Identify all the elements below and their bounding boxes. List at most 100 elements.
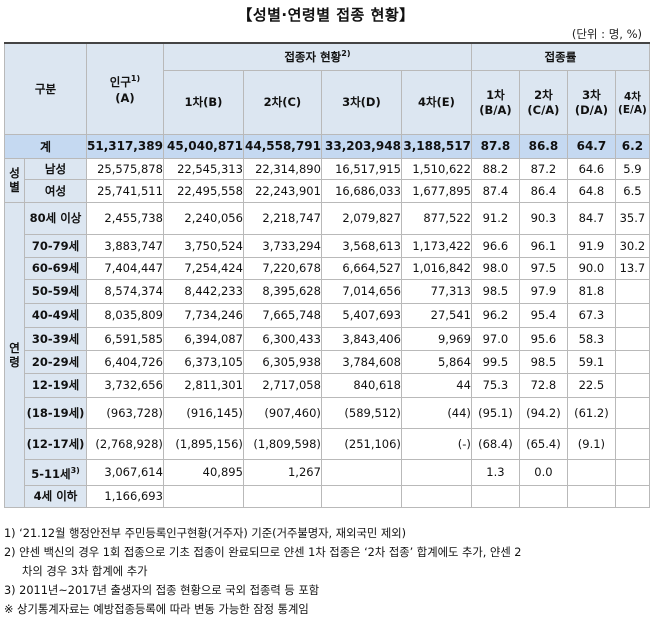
cell-rate1: 99.5 (470, 349, 520, 374)
table-row: 연 령 80세 이상 2,455,738 2,240,056 2,218,747 2,079… (4, 201, 650, 508)
cell-rate3: 64.6 (566, 157, 616, 180)
page-title: 【성별·연령별 접종 현황】 (237, 6, 415, 24)
cell-rate3: 22.5 (566, 372, 616, 398)
cell-rate4 (614, 372, 650, 398)
cell-rate4: 35.7 (614, 201, 650, 235)
cell-rate1: 96.6 (470, 233, 520, 258)
cell-dose1: 22,495,558 (162, 178, 244, 203)
footnote: 3) 2011년~2017년 출생자의 접종 현황으로 국외 접종력 등 포함 (4, 584, 320, 597)
table-row: 5-11세3) 3,067,614 40,895 1,267 1.3 0.0 (5, 458, 650, 486)
cell-dose1: 8,442,233 (162, 278, 244, 304)
cell-rate4 (614, 302, 650, 328)
cell-dose3: 840,618 (320, 372, 402, 398)
cell-dose3 (320, 458, 402, 486)
cell-dose1: 45,040,871 (162, 133, 244, 159)
header-category: 구분 (4, 42, 87, 135)
cell-dose2: 6,305,938 (242, 349, 322, 374)
table-row: 성 별 남성 25,575,878 22,545,313 22,314,890 16,517… (4, 157, 650, 203)
cell-dose4 (400, 458, 472, 486)
header-population: 인구1) (A) (86, 42, 164, 135)
cell-rate4 (614, 458, 650, 486)
cell-rate4 (614, 484, 650, 508)
cell-rate1: (95.1) (470, 396, 520, 429)
header-rate1: 1차 (B/A) (470, 69, 520, 135)
cell-rate3: 58.3 (566, 326, 616, 351)
cell-dose1: 7,734,246 (162, 302, 244, 328)
cell-dose4 (400, 484, 472, 508)
cell-dose2: (907,460) (242, 396, 322, 429)
table-row: 60-69세 7,404,447 7,254,424 7,220,678 6,664,5… (5, 256, 650, 280)
footnote: 차의 경우 3차 합계에 추가 (22, 565, 148, 578)
cell-dose2: 8,395,628 (242, 278, 322, 304)
cell-rate2: 90.3 (518, 201, 568, 235)
cell-rate2: (65.4) (518, 427, 568, 460)
cell-dose3: (589,512) (320, 396, 402, 429)
cell-dose4: 1,677,895 (400, 178, 472, 203)
cell-population: 51,317,389 (86, 133, 164, 159)
cell-dose4: (44) (400, 396, 472, 429)
cell-dose2: (1,809,598) (242, 427, 322, 460)
cell-dose4: 27,541 (400, 302, 472, 328)
cell-dose2: 22,243,901 (242, 178, 322, 203)
vaccination-table: 구분 인구1) (A) 접종자 현황2) 접종률 1차(B) 2차(C) 3차(… (4, 42, 650, 508)
header-rate3: 3차 (D/A) (566, 69, 616, 135)
cell-population: 8,574,374 (86, 278, 164, 304)
cell-rate1: 1.3 (470, 458, 520, 486)
cell-population: 3,883,747 (86, 233, 164, 258)
row-label: 남성 (24, 157, 87, 180)
table-row: 4세 이하 1,166,693 (5, 484, 650, 508)
cell-population: 25,741,511 (86, 178, 164, 203)
table-row: 70-79세 3,883,747 3,750,524 3,733,294 3,568,6… (5, 233, 650, 258)
cell-rate1: 87.4 (470, 178, 520, 203)
cell-rate3: 64.7 (566, 133, 616, 159)
cell-rate2: 97.9 (518, 278, 568, 304)
header-dose2: 2차(C) (242, 69, 322, 135)
cell-dose2: 7,220,678 (242, 256, 322, 280)
cell-dose2: 6,300,433 (242, 326, 322, 351)
cell-dose4: 1,173,422 (400, 233, 472, 258)
row-label: 80세 이상 (24, 201, 87, 235)
cell-rate1: 88.2 (470, 157, 520, 180)
cell-dose3: (251,106) (320, 427, 402, 460)
cell-population: 7,404,447 (86, 256, 164, 280)
cell-population: 8,035,809 (86, 302, 164, 328)
cell-rate4 (614, 349, 650, 374)
cell-rate3: 90.0 (566, 256, 616, 280)
footnote: ※ 상기통계자료는 예방접종등록에 따라 변동 가능한 잠정 통계임 (4, 603, 309, 616)
cell-dose3: 6,664,527 (320, 256, 402, 280)
cell-dose1: 6,373,105 (162, 349, 244, 374)
cell-rate3: 59.1 (566, 349, 616, 374)
cell-dose1 (162, 484, 244, 508)
cell-dose3: 33,203,948 (320, 133, 402, 159)
cell-dose2: 3,733,294 (242, 233, 322, 258)
header-rate2: 2차 (C/A) (518, 69, 568, 135)
cell-rate4: 13.7 (614, 256, 650, 280)
cell-rate1: (68.4) (470, 427, 520, 460)
cell-rate2: 86.8 (518, 133, 568, 159)
cell-rate1: 87.8 (470, 133, 520, 159)
cell-population: 3,067,614 (86, 458, 164, 486)
row-label: 5-11세3) (24, 458, 87, 486)
header-rate4: 4차 (E/A) (614, 69, 650, 135)
cell-rate4 (614, 326, 650, 351)
cell-rate3: (61.2) (566, 396, 616, 429)
header-vaccinated-group: 접종자 현황2) (162, 42, 472, 71)
cell-rate2: 98.5 (518, 349, 568, 374)
row-label: 50-59세 (24, 278, 87, 304)
cell-dose3: 16,517,915 (320, 157, 402, 180)
table-row: (12-17세) (2,768,928) (1,895,156) (1,809,598… (5, 427, 650, 460)
cell-rate3: 81.8 (566, 278, 616, 304)
cell-dose3: 3,784,608 (320, 349, 402, 374)
cell-dose3: 3,843,406 (320, 326, 402, 351)
cell-rate2: 95.4 (518, 302, 568, 328)
cell-population: 6,404,726 (86, 349, 164, 374)
row-label: 30-39세 (24, 326, 87, 351)
row-label: 12-19세 (24, 372, 87, 398)
cell-population: 25,575,878 (86, 157, 164, 180)
cell-rate1: 96.2 (470, 302, 520, 328)
cell-rate2: 95.6 (518, 326, 568, 351)
cell-dose4: 77,313 (400, 278, 472, 304)
table-row: 여성 25,741,511 22,495,558 22,243,901 16,686,0… (5, 178, 650, 203)
cell-rate1: 98.5 (470, 278, 520, 304)
